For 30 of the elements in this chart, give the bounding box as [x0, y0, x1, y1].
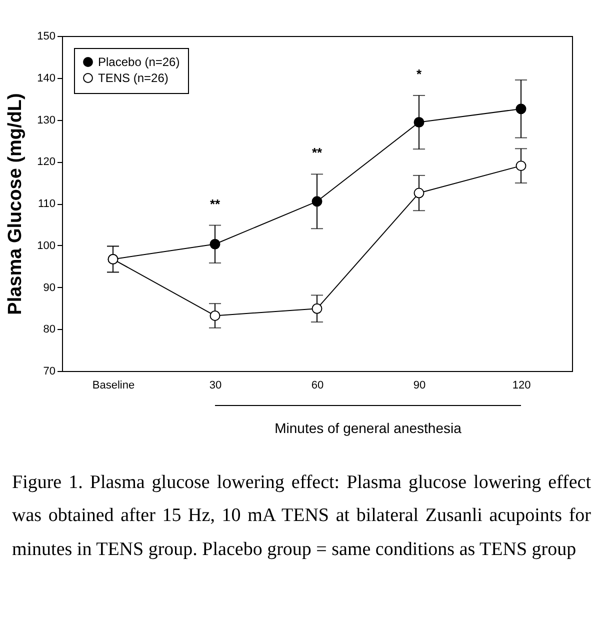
y-axis-title: Plasma Glucose (mg/dL) [5, 93, 26, 315]
point [516, 104, 526, 114]
x-axis-title: Minutes of general anesthesia [274, 420, 462, 436]
y-tick-label: 130 [37, 114, 56, 126]
y-tick-label: 140 [37, 72, 56, 84]
x-tick-label: 120 [512, 380, 531, 392]
y-tick-label: 150 [37, 30, 56, 42]
x-tick-label: Baseline [92, 380, 135, 392]
point [312, 196, 322, 207]
point [210, 310, 220, 321]
annotation: * [416, 66, 422, 82]
annotation: ** [312, 145, 323, 160]
y-tick-label: 80 [43, 324, 56, 336]
legend-label: TENS (n=26) [98, 71, 168, 85]
y-tick-label: 120 [37, 156, 56, 168]
y-tick-label: 70 [43, 366, 56, 378]
point [312, 303, 322, 314]
point [210, 238, 220, 250]
y-tick-label: 90 [43, 282, 56, 294]
x-tick-label: 90 [413, 380, 426, 392]
point [414, 188, 424, 198]
x-tick-label: 60 [311, 380, 324, 392]
point [516, 160, 526, 172]
caption: Figure 1. Plasma glucose lowering effect: Plasma glucose lowering effect was obtained after 15 Hz, 10 mA TENS at bilateral Zusanli acupoints for minutes in TENS group. Placebo group = same conditions as TENS group [12, 471, 591, 562]
y-tick-label: 110 [38, 198, 56, 210]
x-tick-label: 30 [209, 380, 222, 392]
legend-label: Placebo (n=26) [98, 55, 180, 69]
annotation: ** [210, 196, 221, 212]
y-tick-label: 100 [37, 240, 56, 252]
point [414, 117, 424, 128]
